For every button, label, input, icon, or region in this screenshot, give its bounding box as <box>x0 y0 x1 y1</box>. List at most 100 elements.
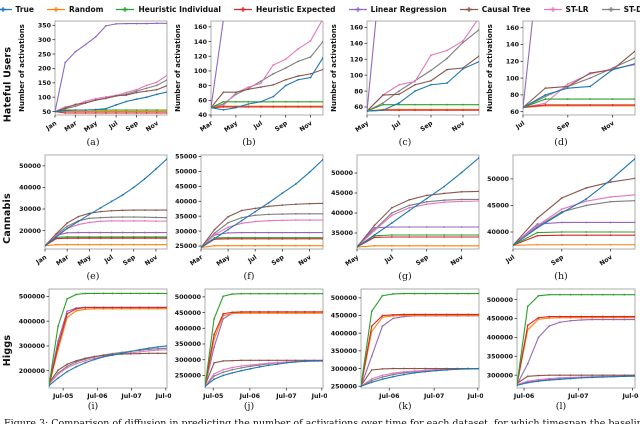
svg-text:45000: 45000 <box>331 190 354 197</box>
svg-text:40000: 40000 <box>175 198 198 205</box>
svg-text:Jul-06: Jul-06 <box>513 393 535 400</box>
legend-line-icon <box>459 7 478 12</box>
svg-text:140: 140 <box>506 42 520 49</box>
legend-line-icon <box>234 7 252 12</box>
svg-text:150: 150 <box>38 80 52 87</box>
svg-text:50000: 50000 <box>487 176 510 183</box>
legend-entry-linear-regression: Linear Regression <box>348 5 447 14</box>
subplot-e: 20000 30000 40000 50000 Jan Mar May Jul Sep Nov (e… <box>15 151 171 285</box>
series-st-lr <box>367 21 478 112</box>
svg-text:300000: 300000 <box>331 366 358 373</box>
chart-a: 50 100 150 200 250 300 350 Jan Mar May Jul Sep Nov Nu… <box>18 20 168 134</box>
series-random <box>523 105 635 108</box>
subplot-c: 60 80 100 120 140 160 May Jul Sep Nov Number of ac… <box>327 17 483 151</box>
svg-text:100: 100 <box>194 68 208 75</box>
series-true <box>49 345 167 386</box>
legend-label: ST-DT <box>623 5 640 14</box>
series-st-dt <box>45 216 167 247</box>
legend-label: Random <box>68 5 104 14</box>
svg-text:Jul-08: Jul-08 <box>621 393 639 400</box>
svg-text:350: 350 <box>38 23 52 30</box>
svg-text:Jul: Jul <box>252 120 264 131</box>
svg-text:Mar: Mar <box>189 253 205 267</box>
svg-text:80: 80 <box>354 88 363 95</box>
svg-text:Jul-06: Jul-06 <box>239 393 261 400</box>
subplot-d: 60 80 100 120 140 160 Jul Sep Nov Number of activ… <box>483 17 639 151</box>
row-label-text: Higgs <box>2 334 13 367</box>
series-st-lr <box>357 200 479 248</box>
svg-text:Jul: Jul <box>107 120 119 131</box>
series-causal-tree <box>357 190 479 248</box>
series-random <box>201 245 323 249</box>
series-true <box>211 57 323 111</box>
chart-k: 250000 300000 350000 400000 450000 500000 Jul-… <box>331 288 483 400</box>
svg-text:50: 50 <box>42 109 51 116</box>
series-linear-regression <box>367 21 377 112</box>
svg-text:350000: 350000 <box>331 348 358 355</box>
subplot-f: 25000 30000 35000 40000 45000 50000 55000 Mar Ma… <box>171 151 327 285</box>
series-true <box>201 159 323 248</box>
chart-c: 60 80 100 120 140 160 May Jul Sep Nov Number of ac… <box>330 20 480 134</box>
series-causal-tree <box>523 50 635 108</box>
svg-text:Sep: Sep <box>550 254 565 268</box>
series-random <box>361 314 479 387</box>
svg-text:Jul: Jul <box>383 254 395 265</box>
legend-line-icon <box>46 7 65 12</box>
legend-label: True <box>15 5 34 14</box>
svg-text:300: 300 <box>38 37 52 44</box>
chart-j: 250000 300000 350000 400000 450000 500000 Jul-… <box>175 288 327 400</box>
svg-text:Jul-08: Jul-08 <box>467 393 483 400</box>
series-true <box>513 158 635 246</box>
legend-label: Causal Tree <box>481 5 531 14</box>
svg-text:45000: 45000 <box>487 203 510 210</box>
svg-text:May: May <box>344 254 360 268</box>
svg-text:40000: 40000 <box>19 185 42 192</box>
svg-text:50000: 50000 <box>19 163 42 170</box>
svg-text:60: 60 <box>510 109 519 116</box>
series-heuristic-individual <box>357 234 479 248</box>
svg-text:500000: 500000 <box>19 294 46 301</box>
svg-text:20000: 20000 <box>19 228 42 235</box>
subplot-label: (a) <box>86 137 100 148</box>
svg-text:140: 140 <box>350 41 364 48</box>
series-true <box>205 360 323 387</box>
svg-text:30000: 30000 <box>19 206 42 213</box>
svg-text:Jul-07: Jul-07 <box>423 393 444 400</box>
svg-text:60: 60 <box>354 104 363 111</box>
svg-text:Mar: Mar <box>63 119 79 133</box>
svg-text:45000: 45000 <box>175 184 198 191</box>
subplot-h: 40000 45000 50000 Jul Sep Nov (h) <box>483 151 639 285</box>
svg-text:30000: 30000 <box>175 228 198 235</box>
svg-text:400000: 400000 <box>331 330 358 337</box>
svg-text:400000: 400000 <box>175 325 202 332</box>
series-random <box>211 105 323 109</box>
series-heuristic-individual <box>49 292 167 386</box>
svg-text:300000: 300000 <box>19 343 46 350</box>
series-true <box>361 368 479 387</box>
series-heuristic-individual <box>517 294 635 385</box>
subplot-label: (g) <box>398 271 412 282</box>
svg-text:35000: 35000 <box>175 213 198 220</box>
svg-text:Sep: Sep <box>415 254 430 268</box>
series-heuristic-individual <box>523 98 635 108</box>
series-causal-tree <box>49 352 167 384</box>
svg-text:450000: 450000 <box>487 316 514 323</box>
svg-text:Jul: Jul <box>103 254 115 265</box>
series-causal-tree <box>367 55 479 112</box>
subplot-i: 200000 300000 400000 500000 Jul-05 Jul-06 Jul-… <box>15 285 171 416</box>
subplot-label: (l) <box>555 401 567 412</box>
series-st-dt <box>201 213 323 248</box>
chart-i: 200000 300000 400000 500000 Jul-05 Jul-06 Jul-… <box>19 288 171 400</box>
series-linear-regression <box>513 221 635 246</box>
subplot-label: (f) <box>243 271 255 282</box>
subplot-label: (d) <box>554 137 568 148</box>
svg-text:250000: 250000 <box>175 373 202 380</box>
svg-text:500000: 500000 <box>487 297 514 304</box>
series-random <box>517 317 635 385</box>
svg-text:Jul-06: Jul-06 <box>86 393 108 400</box>
series-linear-regression <box>45 232 167 247</box>
series-st-lr <box>205 360 323 387</box>
svg-text:Mar: Mar <box>199 119 215 133</box>
series-true <box>357 157 479 248</box>
series-st-dt <box>357 198 479 248</box>
